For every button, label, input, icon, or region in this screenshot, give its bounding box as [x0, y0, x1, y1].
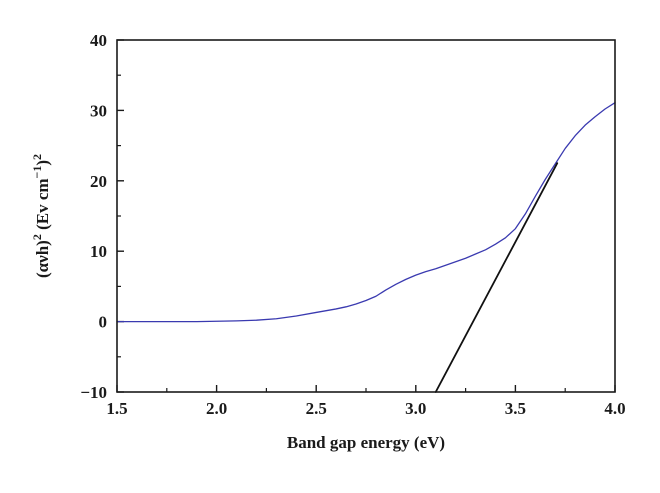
- y-axis-title-part: (Ev cm: [33, 178, 52, 234]
- y-tick-label: 10: [90, 242, 107, 261]
- x-tick-label: 1.5: [106, 399, 127, 418]
- tauc-fit-line: [434, 162, 559, 393]
- x-tick-label: 2.5: [306, 399, 327, 418]
- y-axis-title-exponent: 2: [30, 234, 44, 240]
- y-axis-title: (ανh)2 (Ev cm−1)2: [30, 154, 52, 278]
- x-tick-label: 3.0: [405, 399, 426, 418]
- absorption-curve: [116, 102, 616, 323]
- y-tick-label: −10: [80, 383, 107, 402]
- y-axis-title-part: (ανh): [33, 240, 52, 278]
- ticks-layer: [116, 39, 616, 393]
- y-axis-title-part: ): [33, 160, 52, 166]
- y-tick-label: 40: [90, 31, 107, 50]
- y-tick-label: 30: [90, 101, 107, 120]
- y-tick-label: 0: [99, 313, 108, 332]
- plot-frame: [116, 39, 616, 393]
- series-layer: [116, 102, 616, 393]
- x-axis-title: Band gap energy (eV): [287, 433, 445, 452]
- x-tick-label: 2.0: [206, 399, 227, 418]
- x-tick-label: 4.0: [604, 399, 625, 418]
- x-tick-label: 3.5: [505, 399, 526, 418]
- y-axis-title-exponent: 2: [30, 154, 44, 160]
- y-axis-title-exponent: −1: [30, 166, 44, 179]
- labels-layer: 1.5 2.0 2.5 3.0 3.5 4.0 −10 0 10 20 30 40: [80, 31, 625, 418]
- y-tick-label: 20: [90, 172, 107, 191]
